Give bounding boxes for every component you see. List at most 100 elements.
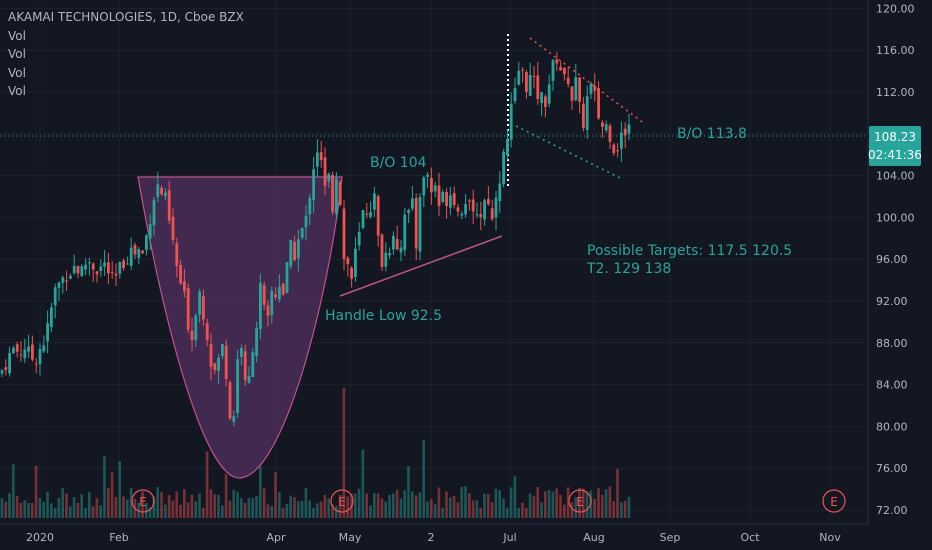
- candle: [452, 186, 456, 209]
- candle: [380, 233, 384, 271]
- volume-bar: [183, 488, 186, 518]
- volume-bar: [270, 505, 273, 518]
- candle: [433, 181, 437, 198]
- candle: [475, 202, 479, 218]
- candle: [316, 139, 319, 177]
- volume-bar: [544, 491, 547, 518]
- candle: [312, 156, 315, 213]
- earnings-marker[interactable]: E: [822, 489, 846, 513]
- volume-bar: [445, 491, 448, 518]
- price-tick-label: 120.00: [876, 2, 915, 15]
- volume-indicator-label[interactable]: Vol: [8, 84, 26, 98]
- candle: [50, 302, 53, 333]
- price-axis[interactable]: [868, 0, 932, 524]
- volume-bar: [80, 494, 83, 518]
- candle: [23, 338, 27, 364]
- volume-bar: [300, 500, 304, 518]
- volume-indicator-label[interactable]: Vol: [8, 66, 26, 80]
- time-tick-label: Nov: [819, 531, 841, 544]
- candle: [133, 242, 137, 260]
- candle: [426, 172, 429, 189]
- candle: [137, 246, 141, 265]
- time-tick-label: 2020: [26, 531, 54, 544]
- volume-bar: [566, 487, 570, 518]
- volume-bar: [418, 492, 422, 518]
- candle: [255, 321, 258, 363]
- volume-bar: [278, 492, 281, 518]
- volume-bar: [34, 465, 38, 518]
- candle: [103, 250, 106, 276]
- volume-bar: [255, 495, 258, 518]
- time-tick-label: Feb: [109, 531, 128, 544]
- volume-bar: [274, 472, 277, 518]
- price-badge: 108.23 02:41:36: [868, 126, 922, 166]
- volume-indicator-label[interactable]: Vol: [8, 47, 26, 61]
- volume-indicator-label[interactable]: Vol: [8, 29, 26, 43]
- volume-bar: [373, 493, 376, 518]
- volume-bar: [164, 504, 167, 518]
- earnings-marker[interactable]: E: [330, 489, 354, 513]
- candle: [300, 227, 304, 240]
- last-price-label: 108.23: [874, 130, 916, 144]
- price-tick-label: 96.00: [876, 253, 908, 266]
- volume-bar: [297, 501, 300, 518]
- handle-trendline: [339, 235, 503, 297]
- volume-bar: [148, 507, 152, 518]
- volume-bar: [99, 505, 102, 518]
- candle: [243, 344, 247, 386]
- bar-countdown-label: 02:41:36: [868, 148, 922, 162]
- volume-bar: [468, 493, 471, 518]
- volume-bar: [27, 502, 30, 518]
- candle: [15, 341, 19, 358]
- earnings-marker[interactable]: E: [568, 489, 592, 513]
- candle: [331, 171, 334, 216]
- time-tick-label: Aug: [583, 531, 604, 544]
- candle: [251, 348, 255, 378]
- volume-bar: [369, 505, 372, 518]
- price-tick-label: 76.00: [876, 462, 908, 475]
- candle: [464, 194, 467, 218]
- candle: [148, 214, 152, 250]
- candle: [437, 172, 441, 216]
- volume-bar: [202, 507, 205, 518]
- time-axis[interactable]: [0, 524, 932, 550]
- volume-bar: [441, 507, 444, 518]
- volume-bar: [319, 501, 323, 518]
- candle: [403, 207, 407, 256]
- candle: [536, 61, 540, 105]
- earnings-marker[interactable]: E: [131, 489, 155, 513]
- volume-bar: [114, 496, 118, 518]
- volume-bar: [490, 502, 494, 518]
- volume-bar: [331, 504, 334, 518]
- price-axis-ticks: 120.00116.00112.00108.00104.00100.0096.0…: [876, 2, 915, 517]
- candle: [327, 172, 331, 189]
- volume-bar: [422, 440, 425, 518]
- volume-bar: [433, 504, 437, 518]
- candle: [69, 273, 72, 280]
- candle: [517, 61, 521, 86]
- candle: [270, 286, 274, 324]
- volume-bar: [145, 503, 148, 518]
- volume-bar: [8, 493, 11, 518]
- volume-bar: [395, 489, 399, 518]
- volume-bar: [316, 503, 319, 518]
- volume-bar: [50, 503, 53, 518]
- volume-bar: [232, 490, 235, 518]
- volume-bar: [623, 500, 627, 518]
- volume-bar: [160, 492, 163, 518]
- candle: [19, 341, 23, 362]
- volume-bar: [528, 493, 532, 518]
- volume-bar: [57, 497, 61, 518]
- candle: [278, 273, 281, 303]
- candle: [509, 92, 513, 148]
- candle: [183, 268, 186, 298]
- candle: [160, 185, 163, 196]
- candle: [525, 69, 528, 99]
- legend: AKAMAI TECHNOLOGIES, 1D, Cboe BZX Vol Vo…: [8, 10, 244, 98]
- symbol-title[interactable]: AKAMAI TECHNOLOGIES, 1D, Cboe BZX: [8, 10, 244, 24]
- annotation-breakout-104: B/O 104: [370, 155, 427, 171]
- volume-bar: [361, 449, 365, 518]
- volume-bar: [228, 500, 232, 518]
